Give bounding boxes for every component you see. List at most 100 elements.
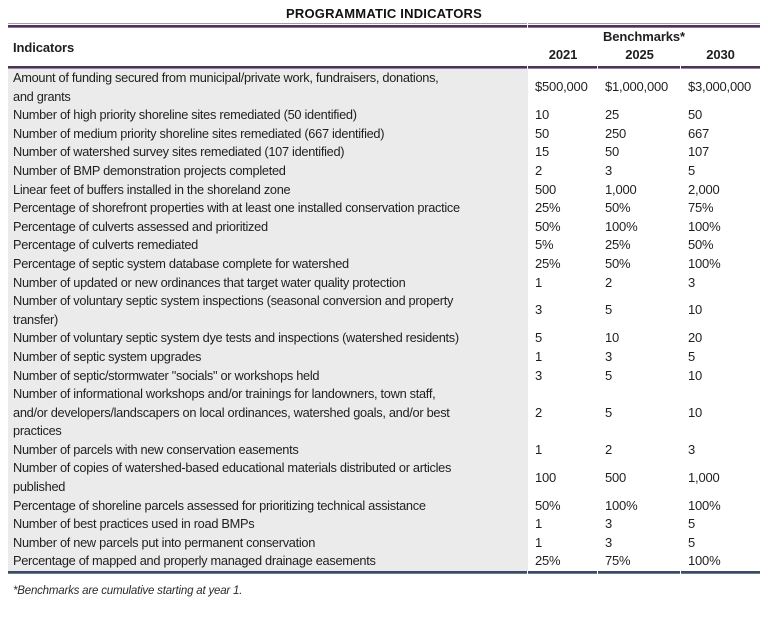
column-header-year-2030: 2030 bbox=[706, 47, 735, 62]
column-header-indicators: Indicators bbox=[13, 39, 75, 55]
benchmark-value-2025: 25 bbox=[598, 106, 681, 125]
benchmark-value-2021: $500,000 bbox=[528, 69, 598, 107]
benchmark-value-2025: 5 bbox=[598, 366, 681, 386]
benchmark-value-2025: 50% bbox=[598, 254, 681, 274]
benchmark-value-2021: 100 bbox=[528, 459, 598, 497]
benchmark-value-2030: $3,000,000 bbox=[681, 69, 760, 107]
benchmark-value-2025: 3 bbox=[598, 161, 681, 181]
benchmark-value-2021: 5 bbox=[528, 329, 598, 348]
table-body: Amount of funding secured from municipal… bbox=[8, 69, 760, 572]
indicator-cell: Number of septic/stormwater "socials" or… bbox=[8, 366, 528, 386]
benchmark-value-2030: 100% bbox=[681, 552, 760, 572]
table-row: Number of medium priority shoreline site… bbox=[8, 124, 760, 144]
indicator-cell: Percentage of mapped and properly manage… bbox=[8, 552, 528, 572]
benchmark-value-2030: 3 bbox=[681, 440, 760, 460]
top-border-segment bbox=[8, 23, 527, 28]
benchmark-value-2030: 3 bbox=[681, 273, 760, 293]
benchmark-value-2025: 100% bbox=[598, 217, 681, 237]
table-row: Number of voluntary septic system inspec… bbox=[8, 292, 760, 330]
table-row: Percentage of mapped and properly manage… bbox=[8, 552, 760, 572]
benchmark-value-2030: 50% bbox=[681, 236, 760, 255]
benchmark-value-2025: 50 bbox=[598, 143, 681, 162]
benchmark-value-2025: 1,000 bbox=[598, 180, 681, 200]
benchmark-value-2025: 5 bbox=[598, 292, 681, 330]
table-row: Linear feet of buffers installed in the … bbox=[8, 180, 760, 200]
indicator-cell: Number of watershed survey sites remedia… bbox=[8, 143, 528, 162]
benchmark-value-2021: 500 bbox=[528, 180, 598, 200]
benchmark-value-2030: 10 bbox=[681, 385, 760, 441]
benchmark-value-2025: 500 bbox=[598, 459, 681, 497]
column-header-benchmarks: Benchmarks* bbox=[603, 29, 685, 44]
benchmark-value-2030: 5 bbox=[681, 347, 760, 367]
benchmark-value-2021: 2 bbox=[528, 161, 598, 181]
benchmark-value-2025: 100% bbox=[598, 496, 681, 516]
report-page: PROGRAMMATIC INDICATORS Indicators Bench… bbox=[8, 0, 760, 597]
table-row: Number of best practices used in road BM… bbox=[8, 515, 760, 534]
table-header: Indicators Benchmarks* 2021 2025 2030 bbox=[8, 28, 760, 66]
indicator-cell: Percentage of shoreline parcels assessed… bbox=[8, 496, 528, 516]
table-row: Percentage of shorefront properties with… bbox=[8, 199, 760, 218]
indicator-cell: Number of medium priority shoreline site… bbox=[8, 124, 528, 144]
benchmark-value-2021: 1 bbox=[528, 515, 598, 534]
header-border-segment bbox=[598, 66, 680, 69]
benchmark-value-2021: 50 bbox=[528, 124, 598, 144]
benchmark-value-2030: 100% bbox=[681, 217, 760, 237]
benchmark-value-2021: 2 bbox=[528, 385, 598, 441]
column-header-year-2025: 2025 bbox=[625, 47, 654, 62]
benchmark-value-2021: 5% bbox=[528, 236, 598, 255]
bottom-border-segment bbox=[528, 571, 597, 575]
table-row: Number of new parcels put into permanent… bbox=[8, 533, 760, 553]
benchmark-value-2021: 25% bbox=[528, 199, 598, 218]
table-row: Percentage of culverts assessed and prio… bbox=[8, 217, 760, 237]
indicator-cell: Number of voluntary septic system inspec… bbox=[8, 292, 528, 330]
indicator-cell: Number of parcels with new conservation … bbox=[8, 440, 528, 460]
bottom-border-segment bbox=[681, 571, 760, 575]
top-border-segment bbox=[528, 23, 760, 28]
indicator-cell: Number of BMP demonstration projects com… bbox=[8, 161, 528, 181]
table-title: PROGRAMMATIC INDICATORS bbox=[286, 6, 482, 21]
benchmark-value-2025: 250 bbox=[598, 124, 681, 144]
table-row: Number of updated or new ordinances that… bbox=[8, 273, 760, 293]
indicator-cell: Amount of funding secured from municipal… bbox=[8, 69, 528, 107]
indicator-cell: Percentage of septic system database com… bbox=[8, 254, 528, 274]
header-bottom-border bbox=[8, 66, 760, 69]
table-row: Number of parcels with new conservation … bbox=[8, 440, 760, 460]
table-row: Percentage of shoreline parcels assessed… bbox=[8, 496, 760, 516]
benchmarks-footnote: *Benchmarks are cumulative starting at y… bbox=[13, 585, 243, 598]
benchmark-value-2021: 50% bbox=[528, 217, 598, 237]
table-row: Number of informational workshops and/or… bbox=[8, 385, 760, 441]
indicator-cell: Number of updated or new ordinances that… bbox=[8, 273, 528, 293]
benchmark-value-2025: 25% bbox=[598, 236, 681, 255]
indicator-cell: Number of voluntary septic system dye te… bbox=[8, 329, 528, 348]
benchmark-value-2030: 5 bbox=[681, 515, 760, 534]
benchmark-value-2030: 10 bbox=[681, 366, 760, 386]
benchmark-value-2021: 1 bbox=[528, 273, 598, 293]
benchmark-value-2030: 100% bbox=[681, 254, 760, 274]
table-row: Number of septic/stormwater "socials" or… bbox=[8, 366, 760, 386]
table-row: Number of watershed survey sites remedia… bbox=[8, 143, 760, 162]
bottom-border-segment bbox=[8, 571, 527, 575]
benchmark-value-2030: 20 bbox=[681, 329, 760, 348]
benchmark-value-2025: 10 bbox=[598, 329, 681, 348]
benchmark-value-2025: $1,000,000 bbox=[598, 69, 681, 107]
table-row: Number of BMP demonstration projects com… bbox=[8, 161, 760, 181]
benchmark-value-2030: 10 bbox=[681, 292, 760, 330]
benchmark-value-2030: 5 bbox=[681, 533, 760, 553]
benchmark-value-2030: 1,000 bbox=[681, 459, 760, 497]
benchmark-value-2021: 25% bbox=[528, 254, 598, 274]
benchmark-value-2025: 3 bbox=[598, 347, 681, 367]
table-row: Percentage of culverts remediated 5% 25% 50… bbox=[8, 236, 760, 255]
benchmark-value-2021: 1 bbox=[528, 440, 598, 460]
benchmark-value-2021: 10 bbox=[528, 106, 598, 125]
header-border-segment bbox=[8, 66, 527, 69]
indicator-cell: Percentage of shorefront properties with… bbox=[8, 199, 528, 218]
indicator-cell: Linear feet of buffers installed in the … bbox=[8, 180, 528, 200]
indicator-cell: Number of new parcels put into permanent… bbox=[8, 533, 528, 553]
indicator-cell: Percentage of culverts remediated bbox=[8, 236, 528, 255]
table-row: Number of copies of watershed-based educ… bbox=[8, 459, 760, 497]
table-row: Amount of funding secured from municipal… bbox=[8, 69, 760, 107]
benchmark-value-2030: 100% bbox=[681, 496, 760, 516]
benchmark-value-2021: 1 bbox=[528, 347, 598, 367]
benchmark-value-2030: 50 bbox=[681, 106, 760, 125]
table-bottom-border bbox=[8, 571, 760, 575]
